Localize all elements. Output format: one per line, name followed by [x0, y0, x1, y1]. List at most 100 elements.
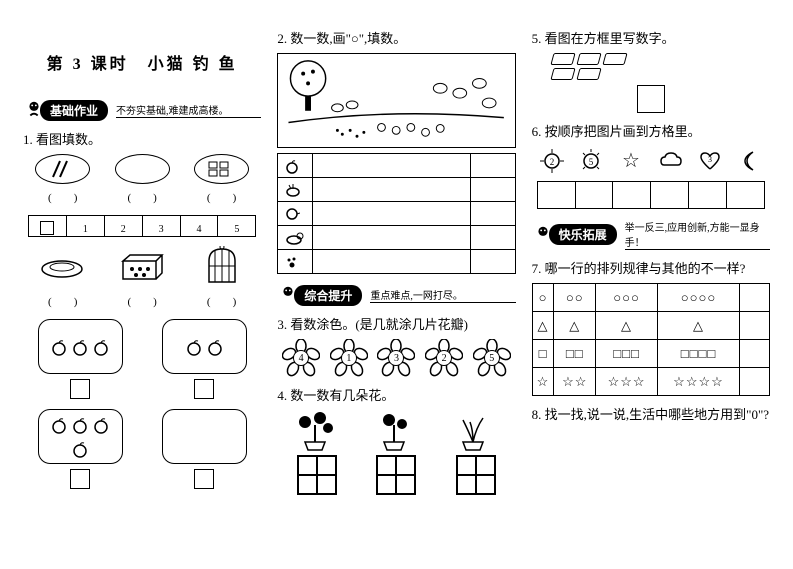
answer-cell[interactable]: [739, 368, 769, 396]
circles-cell[interactable]: [313, 154, 470, 178]
flower[interactable]: 5: [473, 339, 511, 377]
table-row: ○○○○○○○○○○: [532, 284, 769, 312]
answer-grid[interactable]: [376, 455, 416, 495]
ruler-seg: 5: [218, 216, 255, 236]
flower-num: 5: [484, 350, 500, 366]
plate-4: [38, 409, 123, 464]
cell: □□□□: [657, 340, 739, 368]
plate-group: [162, 319, 247, 399]
blocks-icon: [207, 160, 237, 178]
q3-text: 3. 看数涂色。(是几就涂几片花瓣): [277, 314, 515, 333]
eraser-icon: [602, 53, 627, 65]
flower[interactable]: 1: [330, 339, 368, 377]
answer-cell[interactable]: [739, 284, 769, 312]
q6-text: 6. 按顺序把图片画到方格里。: [532, 121, 770, 140]
q1-objects: [23, 247, 261, 285]
paren[interactable]: ( ): [127, 189, 156, 205]
question-5: 5. 看图在方框里写数字。: [532, 28, 770, 113]
paren[interactable]: ( ): [48, 189, 77, 205]
circles-cell[interactable]: [313, 178, 470, 202]
table-row: [278, 250, 515, 274]
svg-text:3: 3: [708, 155, 712, 164]
eraser-row: [552, 68, 600, 80]
table-row: □□□□□□□□□□: [532, 340, 769, 368]
circles-cell[interactable]: [313, 250, 470, 274]
flower[interactable]: 3: [377, 339, 415, 377]
cell: △: [657, 312, 739, 340]
answer-box[interactable]: [70, 379, 90, 399]
cell: △: [596, 312, 658, 340]
cell: ○○: [554, 284, 596, 312]
paren[interactable]: ( ): [207, 189, 236, 205]
cell: ○○○: [596, 284, 658, 312]
apple-icon: [71, 416, 89, 434]
apple-icon: [92, 416, 110, 434]
q5-erasers: [552, 53, 750, 80]
apple-icon: [71, 338, 89, 356]
answer-box[interactable]: [613, 181, 651, 209]
ruler-start-box[interactable]: [40, 221, 54, 235]
star-icon: ☆: [618, 148, 643, 173]
section-basic: 基础作业 不夯实基础,难建成高楼。: [23, 99, 261, 121]
number-cell[interactable]: [470, 250, 515, 274]
q2-scene: [277, 53, 515, 148]
q1-ovals-row: [23, 154, 261, 184]
bonsai-icon: [369, 410, 419, 452]
apple-icon: [50, 338, 68, 356]
paren[interactable]: ( ): [207, 293, 236, 309]
paren[interactable]: ( ): [127, 293, 156, 309]
cell: □□: [554, 340, 596, 368]
answer-box[interactable]: [194, 469, 214, 489]
flower[interactable]: 4: [282, 339, 320, 377]
pencils-icon: [48, 159, 78, 179]
count-table: [277, 153, 515, 274]
number-cell[interactable]: [470, 154, 515, 178]
answer-cell[interactable]: [739, 312, 769, 340]
section-comp: 综合提升 重点难点,一网打尽。: [277, 284, 515, 306]
child-icon: [23, 99, 45, 121]
q4-text: 4. 数一数有几朵花。: [277, 385, 515, 404]
svg-text:5: 5: [589, 157, 594, 167]
row-icon-apple: [278, 154, 313, 178]
q5-answer-box[interactable]: [637, 85, 665, 113]
q7-text: 7. 哪一行的排列规律与其他的不一样?: [532, 258, 770, 277]
ruler-seg: 3: [143, 216, 181, 236]
q4-pots: [277, 410, 515, 495]
number-cell[interactable]: [470, 202, 515, 226]
cell: □□□: [596, 340, 658, 368]
answer-grid[interactable]: [456, 455, 496, 495]
cell: ○: [532, 284, 554, 312]
answer-box[interactable]: [70, 469, 90, 489]
number-cell[interactable]: [470, 178, 515, 202]
plate-3: [38, 319, 123, 374]
ducks-icon: [434, 78, 497, 107]
answer-box[interactable]: [537, 181, 576, 209]
table-row: [278, 202, 515, 226]
flower[interactable]: 2: [425, 339, 463, 377]
circles-cell[interactable]: [313, 226, 470, 250]
apple-icon: [185, 338, 203, 356]
ruler-seg: 1: [67, 216, 105, 236]
cell: □: [532, 340, 554, 368]
number-cell[interactable]: [470, 226, 515, 250]
plate-group: [38, 409, 123, 489]
q1-blanks-2: ( ) ( ) ( ): [23, 293, 261, 309]
answer-box[interactable]: [651, 181, 689, 209]
pot: [369, 410, 424, 495]
heart-3-icon: 3: [698, 148, 723, 173]
answer-box[interactable]: [576, 181, 614, 209]
tag-basic: 基础作业: [40, 100, 108, 121]
q5-text: 5. 看图在方框里写数字。: [532, 28, 770, 47]
circles-cell[interactable]: [313, 202, 470, 226]
answer-grid[interactable]: [297, 455, 337, 495]
answer-box[interactable]: [689, 181, 727, 209]
answer-cell[interactable]: [739, 340, 769, 368]
answer-box[interactable]: [727, 181, 765, 209]
question-7: 7. 哪一行的排列规律与其他的不一样? ○○○○○○○○○○ △△△△ □□□□…: [532, 258, 770, 396]
answer-box[interactable]: [194, 379, 214, 399]
apple-icon: [92, 338, 110, 356]
svg-text:2: 2: [549, 157, 554, 167]
paren[interactable]: ( ): [48, 293, 77, 309]
tag-basic-desc: 不夯实基础,难建成高楼。: [116, 102, 261, 118]
pot: [290, 410, 345, 495]
